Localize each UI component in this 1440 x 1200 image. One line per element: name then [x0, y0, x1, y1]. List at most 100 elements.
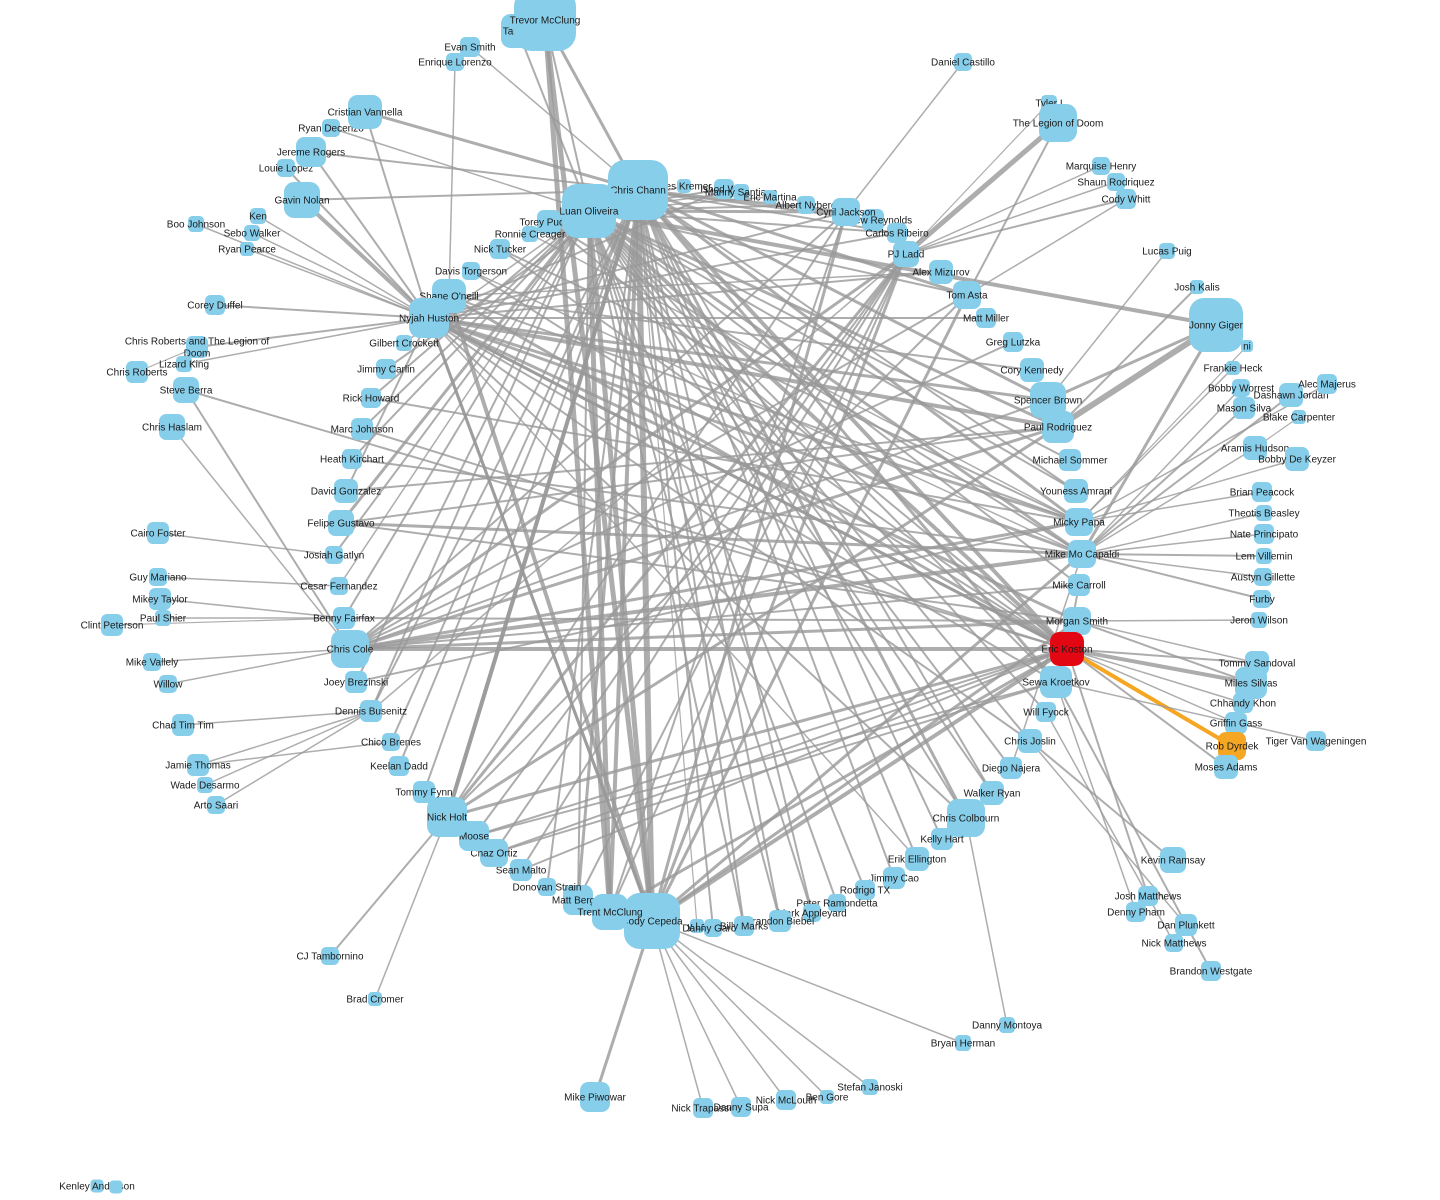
node-shape[interactable] [677, 179, 691, 193]
node-shape[interactable] [580, 1082, 610, 1112]
node-shape[interactable] [514, 0, 576, 51]
graph-node[interactable]: Ryan Pearce [218, 242, 276, 256]
node-shape[interactable] [563, 885, 593, 915]
graph-node[interactable]: Willow [154, 675, 184, 693]
node-shape[interactable] [101, 614, 123, 636]
node-shape[interactable] [1064, 479, 1088, 503]
graph-node[interactable]: Marquise Henry [1066, 157, 1137, 175]
node-shape[interactable] [1159, 243, 1175, 259]
graph-node[interactable]: Chad Tim Tim [152, 714, 214, 736]
node-shape[interactable] [690, 919, 704, 933]
node-shape[interactable] [490, 239, 510, 259]
graph-node[interactable]: Josh Kalis [1174, 280, 1220, 294]
graph-node[interactable]: Bryan Herman [931, 1035, 995, 1051]
node-shape[interactable] [240, 242, 254, 256]
node-shape[interactable] [187, 754, 209, 776]
node-shape[interactable] [149, 568, 167, 586]
graph-node[interactable]: Ken [249, 208, 267, 224]
node-shape[interactable] [931, 828, 953, 850]
graph-node[interactable]: Joey Brezinski [324, 671, 388, 693]
node-shape[interactable] [1233, 397, 1255, 419]
node-shape[interactable] [1256, 505, 1272, 521]
node-shape[interactable] [929, 260, 953, 284]
node-shape[interactable] [460, 37, 480, 57]
node-shape[interactable] [1254, 568, 1272, 586]
node-shape[interactable] [90, 1179, 104, 1193]
node-shape[interactable] [562, 184, 616, 238]
node-shape[interactable] [1039, 104, 1077, 142]
node-shape[interactable] [1003, 332, 1023, 352]
graph-node[interactable]: Chris Joslin [1004, 729, 1056, 753]
graph-node[interactable]: Clint Peterson [81, 614, 144, 636]
graph-node[interactable]: Brandon Westgate [1170, 961, 1253, 981]
graph-node[interactable]: Blake Carpenter [1263, 410, 1336, 424]
node-shape[interactable] [1218, 732, 1246, 760]
node-shape[interactable] [947, 799, 985, 837]
graph-node[interactable]: Frankie Heck [1204, 361, 1264, 375]
node-shape[interactable] [1279, 383, 1303, 407]
node-shape[interactable] [976, 308, 996, 328]
node-shape[interactable] [1254, 524, 1274, 544]
node-shape[interactable] [197, 777, 213, 793]
node-shape[interactable] [321, 947, 339, 965]
graph-node[interactable]: Alec Majerus [1298, 374, 1356, 394]
graph-node[interactable]: Cody Cepeda [621, 893, 683, 949]
node-shape[interactable] [409, 298, 449, 338]
graph-node[interactable]: Cody Whitt [1102, 189, 1151, 209]
graph-node[interactable]: CJ Tambornino [296, 947, 364, 965]
graph-node[interactable]: Nick McLouth [756, 1090, 817, 1110]
node-shape[interactable] [1065, 508, 1093, 536]
node-shape[interactable] [1225, 712, 1247, 734]
node-shape[interactable] [322, 119, 340, 137]
node-shape[interactable] [1232, 379, 1250, 397]
node-shape[interactable] [1165, 934, 1183, 952]
graph-node[interactable]: Brad Cromer [346, 992, 404, 1006]
node-shape[interactable] [1241, 340, 1253, 352]
node-shape[interactable] [1160, 847, 1186, 873]
graph-node[interactable]: Cory Kennedy [1000, 358, 1064, 382]
graph-node[interactable]: Chris Cole [327, 630, 374, 668]
graph-node[interactable]: Nick Tucker [474, 239, 527, 259]
node-shape[interactable] [797, 196, 815, 214]
node-shape[interactable] [1243, 436, 1267, 460]
graph-node[interactable]: David Gonzalez [311, 479, 382, 503]
node-shape[interactable] [172, 714, 194, 736]
graph-node[interactable]: Greg Lutzka [986, 332, 1041, 352]
node-shape[interactable] [1040, 666, 1072, 698]
graph-node[interactable]: Moses Adams [1195, 755, 1258, 779]
node-shape[interactable] [1201, 961, 1221, 981]
node-shape[interactable] [1285, 447, 1309, 471]
graph-node[interactable]: Miles Silvas [1225, 667, 1278, 699]
node-shape[interactable] [1252, 482, 1272, 502]
node-shape[interactable] [149, 588, 171, 610]
node-shape[interactable] [361, 388, 381, 408]
node-shape[interactable] [763, 190, 777, 204]
node-shape[interactable] [1306, 731, 1326, 751]
graph-node[interactable]: Luan Oliveira [560, 184, 619, 238]
node-shape[interactable] [1036, 702, 1056, 722]
graph-node[interactable]: Nick Trapasso [671, 1098, 735, 1118]
node-shape[interactable] [207, 796, 225, 814]
node-shape[interactable] [345, 671, 367, 693]
node-shape[interactable] [413, 781, 435, 803]
graph-node[interactable]: Boo Johnson [167, 216, 225, 232]
node-shape[interactable] [803, 904, 821, 922]
node-shape[interactable] [862, 1079, 878, 1095]
node-shape[interactable] [368, 992, 382, 1006]
node-shape[interactable] [887, 223, 907, 243]
node-shape[interactable] [351, 418, 373, 440]
node-shape[interactable] [176, 356, 192, 372]
graph-node[interactable]: Mike Vallely [126, 653, 179, 671]
node-shape[interactable] [1068, 574, 1090, 596]
graph-node[interactable]: Stefan Janoski [837, 1079, 903, 1095]
node-shape[interactable] [1189, 298, 1243, 352]
node-shape[interactable] [608, 160, 668, 220]
node-shape[interactable] [382, 733, 400, 751]
node-shape[interactable] [284, 182, 320, 218]
node-shape[interactable] [1068, 540, 1096, 568]
node-shape[interactable] [1256, 548, 1272, 564]
graph-node[interactable]: Arto Saari [194, 796, 238, 814]
graph-node[interactable]: Lucas Puig [1142, 243, 1192, 259]
node-shape[interactable] [953, 281, 981, 309]
